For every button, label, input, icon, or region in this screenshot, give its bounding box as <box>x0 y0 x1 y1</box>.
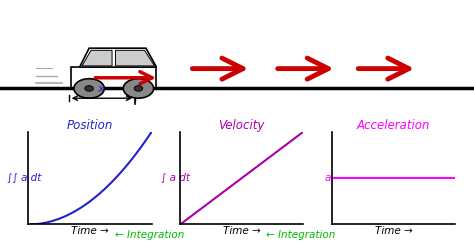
Text: ← Integration: ← Integration <box>115 230 184 240</box>
Circle shape <box>74 79 104 98</box>
FancyBboxPatch shape <box>71 67 156 88</box>
Circle shape <box>123 79 154 98</box>
Text: ← Integration: ← Integration <box>266 230 336 240</box>
Title: Position: Position <box>67 119 113 132</box>
X-axis label: Time →: Time → <box>223 226 261 236</box>
Y-axis label: a: a <box>324 173 331 183</box>
Polygon shape <box>82 50 112 66</box>
Y-axis label: ∫∫ a dt: ∫∫ a dt <box>7 173 41 183</box>
Circle shape <box>134 86 143 91</box>
Text: $x$: $x$ <box>98 84 106 94</box>
Polygon shape <box>80 48 156 67</box>
Title: Velocity: Velocity <box>219 119 265 132</box>
Title: Acceleration: Acceleration <box>356 119 430 132</box>
X-axis label: Time →: Time → <box>71 226 109 236</box>
X-axis label: Time →: Time → <box>374 226 412 236</box>
Y-axis label: ∫ a dt: ∫ a dt <box>162 173 191 183</box>
Circle shape <box>85 86 93 91</box>
Polygon shape <box>116 50 155 66</box>
